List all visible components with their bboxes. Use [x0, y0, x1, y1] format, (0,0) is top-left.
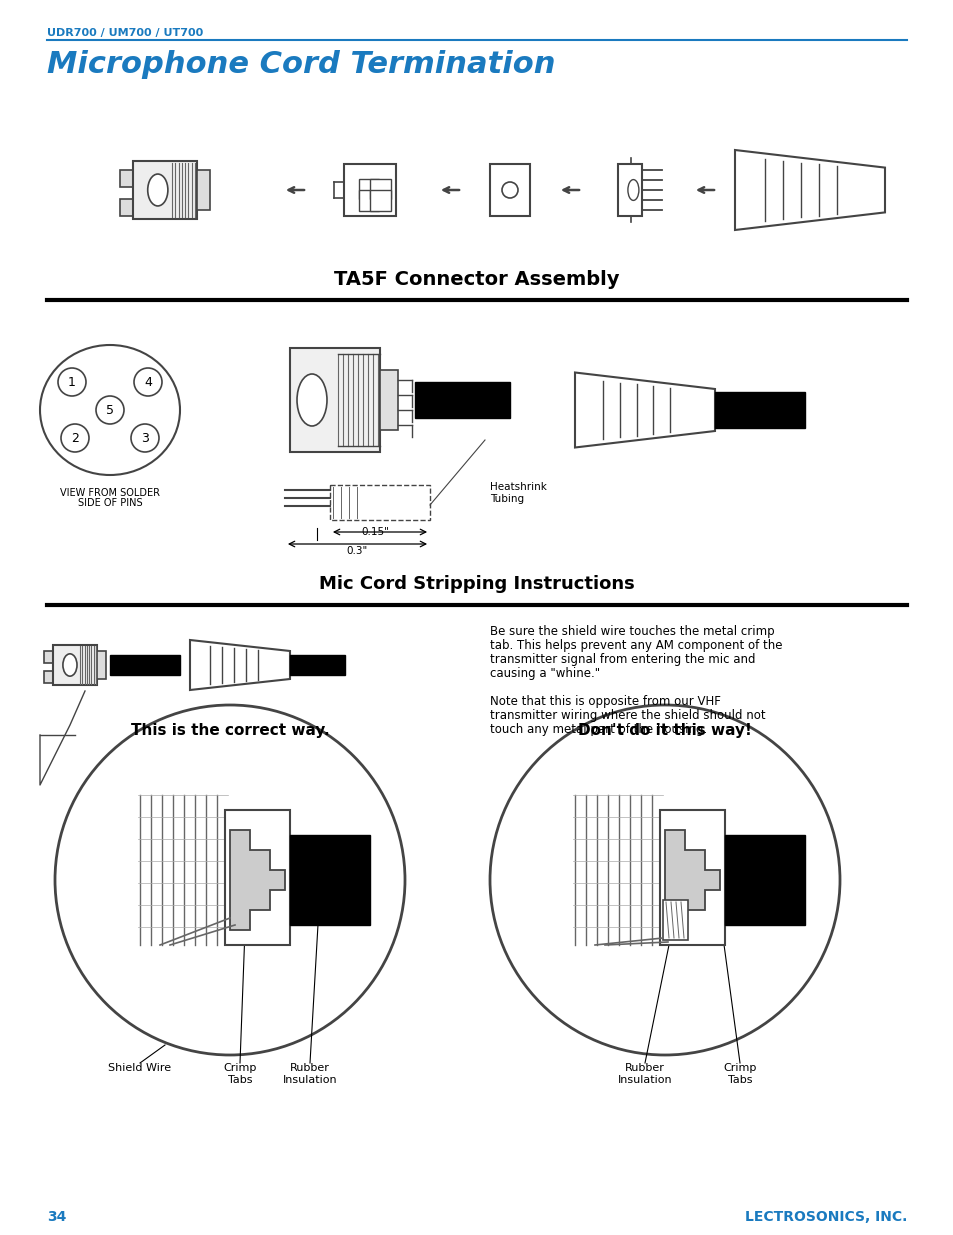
Ellipse shape — [296, 374, 327, 426]
FancyBboxPatch shape — [358, 179, 378, 199]
FancyBboxPatch shape — [370, 190, 391, 211]
FancyBboxPatch shape — [290, 348, 379, 452]
Circle shape — [96, 396, 124, 424]
FancyBboxPatch shape — [196, 169, 210, 210]
FancyBboxPatch shape — [379, 370, 397, 430]
Text: touch any metal part of the housing.: touch any metal part of the housing. — [490, 722, 706, 736]
Polygon shape — [230, 830, 285, 930]
Text: Mic Cord Stripping Instructions: Mic Cord Stripping Instructions — [319, 576, 634, 593]
Text: transmitter signal from entering the mic and: transmitter signal from entering the mic… — [490, 653, 755, 666]
FancyBboxPatch shape — [44, 671, 52, 683]
Text: Heatshrink: Heatshrink — [490, 482, 546, 492]
Text: Tubing: Tubing — [490, 494, 523, 504]
Text: This is the correct way.: This is the correct way. — [131, 722, 329, 739]
FancyBboxPatch shape — [618, 164, 641, 216]
Text: 34: 34 — [47, 1210, 67, 1224]
Text: VIEW FROM SOLDER: VIEW FROM SOLDER — [60, 488, 160, 498]
FancyBboxPatch shape — [659, 810, 724, 945]
Text: Shield Wire: Shield Wire — [109, 1063, 172, 1073]
Text: 4: 4 — [144, 375, 152, 389]
Text: 0.15": 0.15" — [360, 527, 389, 537]
Text: 5: 5 — [106, 404, 113, 416]
Text: 1: 1 — [68, 375, 76, 389]
FancyBboxPatch shape — [120, 199, 133, 216]
FancyBboxPatch shape — [415, 382, 510, 417]
FancyBboxPatch shape — [120, 169, 133, 186]
Text: TA5F Connector Assembly: TA5F Connector Assembly — [334, 270, 619, 289]
Circle shape — [133, 368, 162, 396]
Text: Rubber
Insulation: Rubber Insulation — [282, 1063, 337, 1084]
Text: Microphone Cord Termination: Microphone Cord Termination — [47, 49, 555, 79]
FancyBboxPatch shape — [724, 835, 804, 925]
Text: UDR700 / UM700 / UT700: UDR700 / UM700 / UT700 — [47, 28, 203, 38]
Text: LECTROSONICS, INC.: LECTROSONICS, INC. — [744, 1210, 906, 1224]
Circle shape — [58, 368, 86, 396]
FancyBboxPatch shape — [110, 655, 180, 676]
FancyBboxPatch shape — [330, 485, 430, 520]
Ellipse shape — [63, 653, 77, 677]
Polygon shape — [734, 149, 884, 230]
FancyBboxPatch shape — [133, 161, 196, 219]
Polygon shape — [190, 640, 290, 690]
Text: Crimp
Tabs: Crimp Tabs — [722, 1063, 756, 1084]
FancyBboxPatch shape — [370, 179, 391, 199]
Text: Note that this is opposite from our VHF: Note that this is opposite from our VHF — [490, 695, 720, 708]
FancyBboxPatch shape — [52, 645, 97, 685]
Circle shape — [55, 705, 405, 1055]
FancyBboxPatch shape — [490, 164, 530, 216]
Circle shape — [131, 424, 159, 452]
FancyBboxPatch shape — [358, 190, 378, 211]
FancyBboxPatch shape — [344, 164, 395, 216]
FancyBboxPatch shape — [44, 651, 52, 663]
FancyBboxPatch shape — [225, 810, 290, 945]
Polygon shape — [664, 830, 720, 930]
Text: 0.3": 0.3" — [346, 546, 367, 556]
FancyBboxPatch shape — [290, 835, 370, 925]
Text: 3: 3 — [141, 431, 149, 445]
Circle shape — [490, 705, 840, 1055]
FancyBboxPatch shape — [97, 651, 106, 679]
Ellipse shape — [40, 345, 180, 475]
Circle shape — [501, 182, 517, 198]
FancyBboxPatch shape — [714, 391, 804, 429]
Circle shape — [61, 424, 89, 452]
Polygon shape — [575, 373, 714, 447]
Text: Rubber
Insulation: Rubber Insulation — [617, 1063, 672, 1084]
FancyBboxPatch shape — [290, 655, 345, 676]
Text: causing a "whine.": causing a "whine." — [490, 667, 599, 680]
Text: 2: 2 — [71, 431, 79, 445]
Text: Don't do it this way!: Don't do it this way! — [578, 722, 751, 739]
Text: transmitter wiring where the shield should not: transmitter wiring where the shield shou… — [490, 709, 765, 722]
FancyBboxPatch shape — [662, 900, 687, 940]
Ellipse shape — [148, 174, 168, 206]
Ellipse shape — [627, 179, 639, 200]
Text: Crimp
Tabs: Crimp Tabs — [223, 1063, 256, 1084]
Text: SIDE OF PINS: SIDE OF PINS — [77, 498, 142, 508]
Text: Be sure the shield wire touches the metal crimp: Be sure the shield wire touches the meta… — [490, 625, 774, 638]
Text: tab. This helps prevent any AM component of the: tab. This helps prevent any AM component… — [490, 638, 781, 652]
